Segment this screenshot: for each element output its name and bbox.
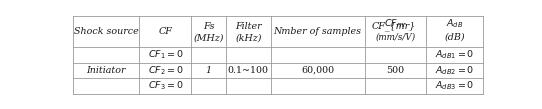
Text: 500: 500 [386,66,404,75]
Text: Filter: Filter [235,21,262,31]
Text: (MHz): (MHz) [193,33,224,42]
Text: $\mathit{CF}_{3}=0$: $\mathit{CF}_{3}=0$ [147,80,183,92]
Text: Nmber of samples: Nmber of samples [274,27,362,36]
Text: 1: 1 [206,66,212,75]
Text: (kHz): (kHz) [235,33,262,42]
Text: $\mathit{A}_{dB3}=0$: $\mathit{A}_{dB3}=0$ [435,80,474,92]
Text: Fs: Fs [203,21,215,31]
Text: (dB): (dB) [444,33,465,42]
Text: $\mathit{CF}_{1}=0$: $\mathit{CF}_{1}=0$ [147,49,183,61]
Text: $\mathit{A}_{dB1}=0$: $\mathit{A}_{dB1}=0$ [435,49,474,61]
Text: Initiator: Initiator [86,66,126,75]
Text: $\mathit{CF}_{mr}$: $\mathit{CF}_{mr}$ [384,18,407,30]
Text: (mm/s/V): (mm/s/V) [376,33,416,42]
Text: 60,000: 60,000 [301,66,334,75]
Text: CF_{mr}: CF_{mr} [371,21,415,31]
Text: 0.1~100: 0.1~100 [228,66,269,75]
Text: $\mathit{CF}_{2}=0$: $\mathit{CF}_{2}=0$ [147,64,183,77]
Text: $\mathit{A}_{dB}$: $\mathit{A}_{dB}$ [446,18,463,30]
Text: Shock source: Shock source [74,27,138,36]
Text: CF: CF [158,27,172,36]
Text: $\mathit{A}_{dB2}=0$: $\mathit{A}_{dB2}=0$ [435,64,474,77]
